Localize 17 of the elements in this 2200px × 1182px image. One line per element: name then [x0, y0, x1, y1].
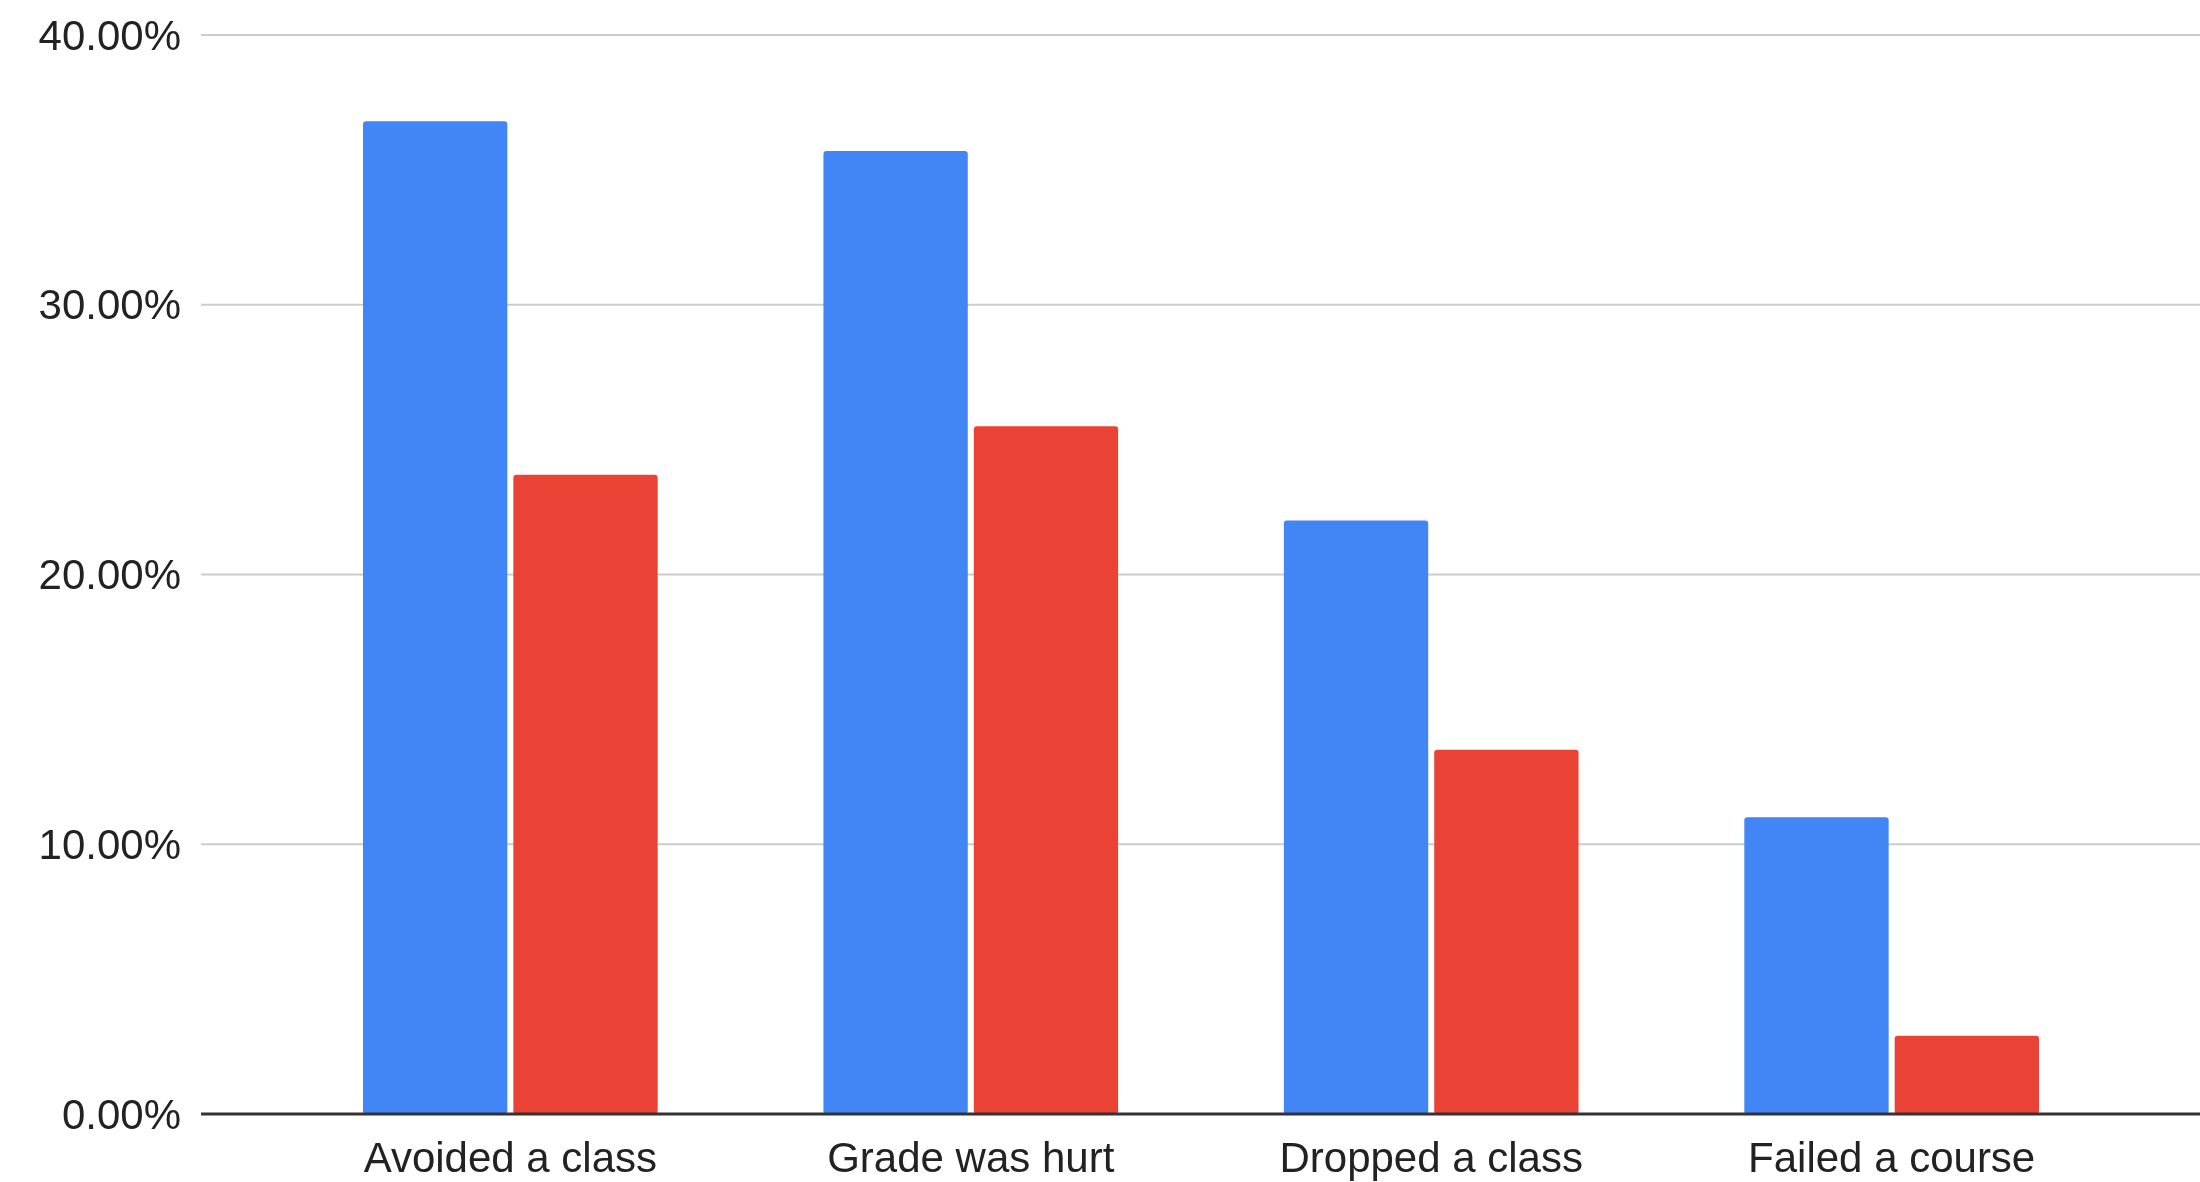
x-tick-label: Grade was hurt — [827, 1134, 1115, 1181]
bar — [363, 121, 508, 1114]
bar — [1434, 749, 1579, 1114]
bar — [1894, 1035, 2039, 1114]
x-tick-label: Avoided a class — [363, 1134, 658, 1181]
y-tick-label: 30.00% — [38, 281, 181, 329]
y-tick-label: 20.00% — [38, 551, 181, 599]
x-tick-label: Dropped a class — [1279, 1134, 1583, 1181]
bar — [513, 474, 658, 1114]
bar — [973, 426, 1119, 1114]
bar — [1283, 520, 1429, 1114]
y-tick-label: 10.00% — [38, 820, 181, 868]
y-tick-label: 40.00% — [38, 11, 181, 59]
y-tick-label: 0.00% — [61, 1090, 181, 1138]
bar — [1744, 817, 1889, 1114]
x-tick-label: Failed a course — [1748, 1134, 2036, 1181]
bar — [823, 150, 968, 1114]
